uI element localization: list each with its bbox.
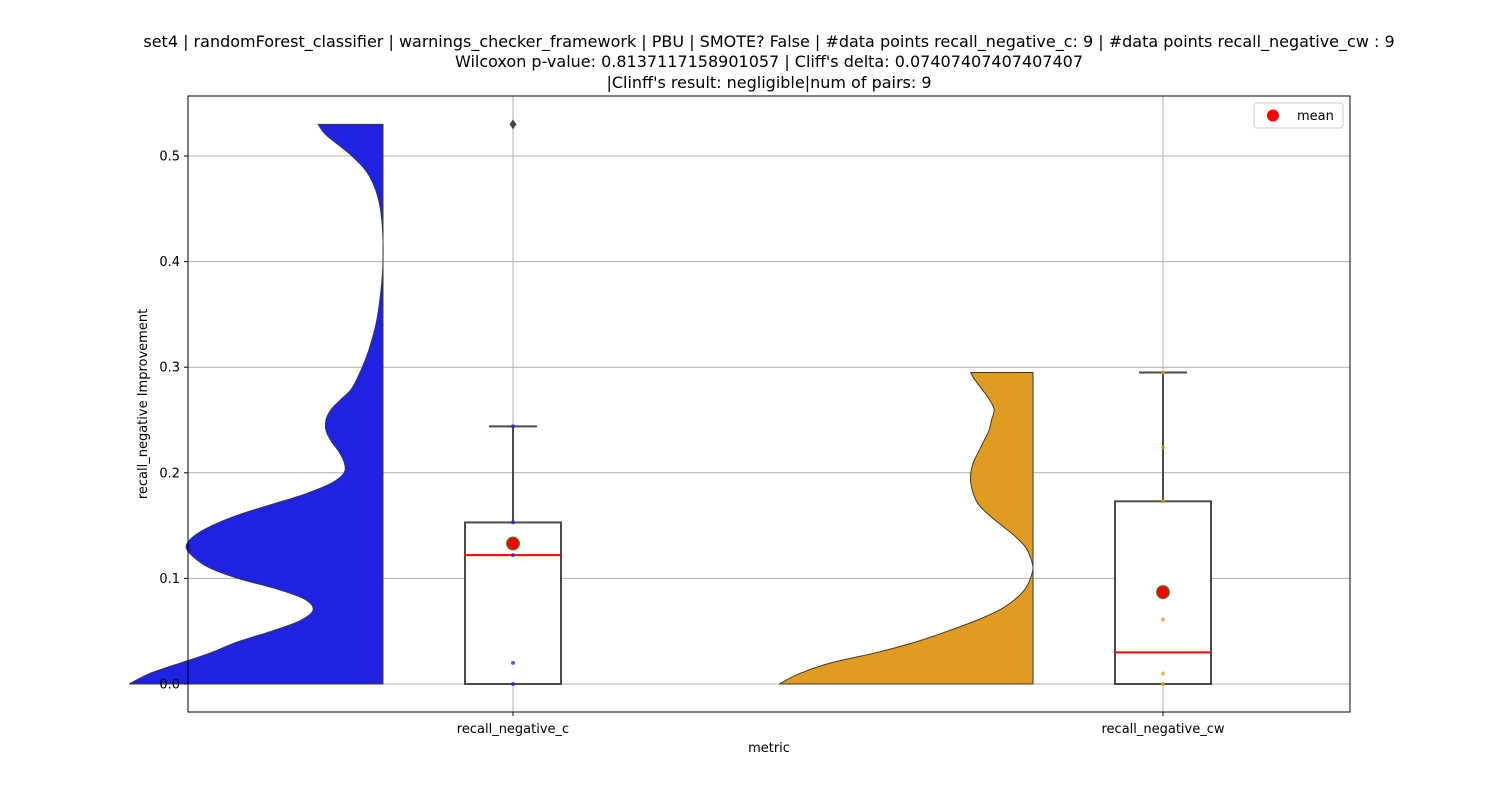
mean-marker	[506, 536, 520, 551]
data-point	[1161, 617, 1165, 622]
y-tick-label: 0.3	[159, 361, 180, 376]
title-line-2: Wilcoxon p-value: 0.8137117158901057 | C…	[455, 52, 1083, 71]
data-point	[511, 660, 515, 665]
legend: mean	[1253, 102, 1344, 129]
data-point	[1161, 671, 1165, 676]
violins	[128, 123, 1034, 685]
data-points	[506, 119, 1170, 686]
title-line-1: set4 | randomForest_classifier | warning…	[143, 32, 1394, 52]
legend-mean-label: mean	[1297, 109, 1334, 124]
y-tick-label: 0.0	[159, 678, 180, 693]
data-point	[1161, 499, 1165, 504]
y-axis-ticks: 0.0 0.1 0.2 0.3 0.4 0.5	[159, 150, 188, 693]
data-point	[1161, 445, 1165, 450]
violin-recall_negative_c	[128, 123, 384, 685]
legend-box	[1253, 102, 1344, 129]
mean-marker	[1156, 585, 1170, 600]
legend-mean-marker	[1267, 109, 1279, 122]
y-tick-label: 0.2	[159, 466, 180, 481]
y-tick-label: 0.5	[159, 150, 180, 165]
data-point	[1161, 370, 1165, 375]
x-axis-ticks: recall_negative_c recall_negative_cw	[457, 712, 1225, 737]
data-point	[511, 520, 515, 525]
x-axis-label: metric	[748, 741, 790, 756]
y-tick-label: 0.1	[159, 572, 180, 587]
x-tick-label: recall_negative_c	[457, 722, 569, 737]
outlier-marker	[509, 119, 517, 130]
data-point	[511, 682, 515, 686]
data-point	[511, 424, 515, 429]
y-axis-label: recall_negative Improvement	[136, 309, 151, 499]
x-tick-label: recall_negative_cw	[1101, 722, 1224, 737]
data-point	[511, 553, 515, 558]
y-tick-label: 0.4	[159, 255, 180, 270]
title-line-3: |Clinff's result: negligible|num of pair…	[606, 73, 931, 92]
box-plots	[464, 371, 1212, 686]
violin-recall_negative_cw	[778, 371, 1034, 685]
data-point	[1161, 682, 1165, 686]
plot-frame	[187, 95, 1351, 713]
chart-title: set4 | randomForest_classifier | warning…	[143, 32, 1394, 92]
